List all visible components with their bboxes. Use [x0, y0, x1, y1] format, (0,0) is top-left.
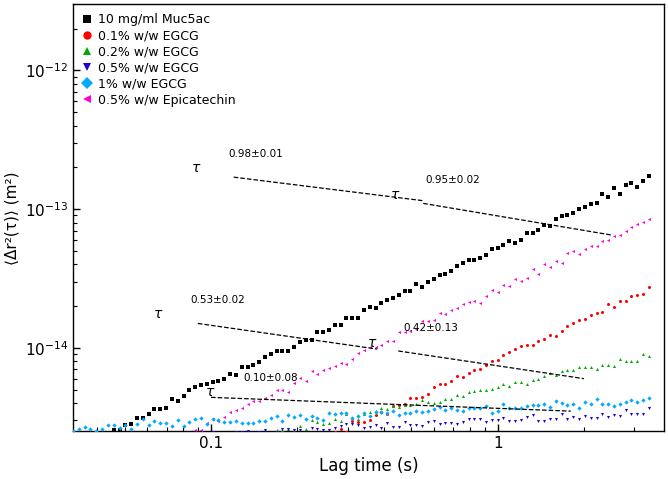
- Text: $\tau$: $\tau$: [154, 308, 164, 321]
- Text: $\tau$: $\tau$: [367, 336, 377, 350]
- Text: 0.98±0.01: 0.98±0.01: [228, 149, 283, 159]
- Text: $\tau$: $\tau$: [204, 385, 215, 399]
- Text: $\tau$: $\tau$: [389, 188, 400, 202]
- Text: $\tau$: $\tau$: [191, 161, 201, 175]
- X-axis label: Lag time (s): Lag time (s): [319, 457, 418, 475]
- Text: 0.53±0.02: 0.53±0.02: [191, 295, 246, 305]
- Text: 0.42±0.13: 0.42±0.13: [403, 323, 458, 333]
- Y-axis label: ⟨Δr²(τ)⟩ (m²): ⟨Δr²(τ)⟩ (m²): [4, 171, 19, 264]
- Text: 0.10±0.08: 0.10±0.08: [244, 373, 299, 383]
- Legend: 10 mg/ml Muc5ac, 0.1% w/w EGCG, 0.2% w/w EGCG, 0.5% w/w EGCG, 1% w/w EGCG, 0.5% : 10 mg/ml Muc5ac, 0.1% w/w EGCG, 0.2% w/w…: [79, 11, 238, 109]
- Text: 0.95±0.02: 0.95±0.02: [426, 175, 480, 185]
